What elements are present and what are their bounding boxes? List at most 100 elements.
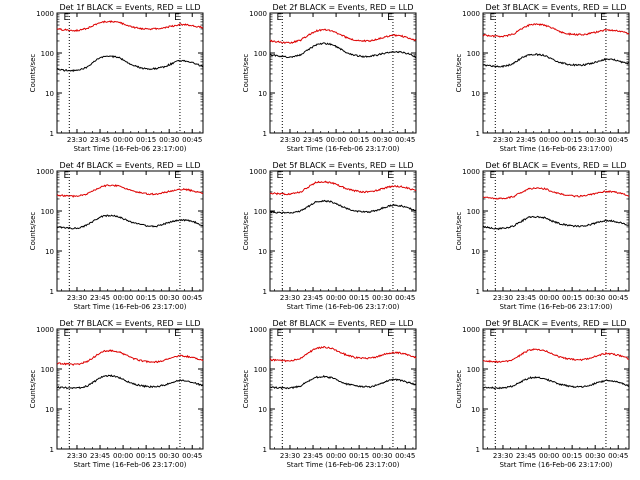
series-events-line bbox=[56, 214, 204, 230]
x-tick-label: 23:45 bbox=[516, 294, 536, 302]
x-tick-label: 00:00 bbox=[539, 452, 559, 460]
y-tick-label: 1 bbox=[476, 130, 480, 138]
event-marker-label: E bbox=[387, 171, 393, 181]
x-tick-label: 23:30 bbox=[493, 452, 513, 460]
x-tick-label: 00:30 bbox=[159, 452, 179, 460]
event-marker-label: E bbox=[387, 329, 393, 339]
x-tick-label: 00:15 bbox=[349, 452, 369, 460]
x-tick-label: 00:15 bbox=[136, 294, 156, 302]
x-tick-label: 23:30 bbox=[67, 452, 87, 460]
x-tick-label: 23:30 bbox=[280, 136, 300, 144]
y-tick-label: 1 bbox=[50, 130, 54, 138]
y-tick-label: 100 bbox=[254, 366, 267, 374]
y-tick-label: 100 bbox=[41, 50, 54, 58]
y-axis-label: Counts/sec bbox=[29, 54, 37, 93]
y-axis-label: Counts/sec bbox=[242, 54, 250, 93]
series-events-line bbox=[56, 55, 204, 73]
event-marker-label: E bbox=[174, 13, 180, 23]
series-lld-line bbox=[56, 184, 204, 198]
x-axis-label: Start Time (16-Feb-06 23:17:00) bbox=[286, 303, 399, 311]
x-tick-label: 00:30 bbox=[585, 452, 605, 460]
y-tick-label: 1 bbox=[263, 130, 267, 138]
y-tick-label: 10 bbox=[45, 90, 54, 98]
y-tick-label: 100 bbox=[467, 50, 480, 58]
series-lld-line bbox=[269, 346, 417, 363]
x-tick-label: 00:15 bbox=[349, 294, 369, 302]
x-tick-label: 23:30 bbox=[493, 294, 513, 302]
y-tick-label: 1 bbox=[476, 446, 480, 454]
y-tick-label: 1000 bbox=[462, 326, 480, 334]
x-tick-label: 00:30 bbox=[159, 136, 179, 144]
series-lld-line bbox=[269, 180, 417, 196]
x-axis-label: Start Time (16-Feb-06 23:17:00) bbox=[73, 461, 186, 469]
y-tick-label: 1000 bbox=[249, 326, 267, 334]
y-tick-label: 10 bbox=[258, 90, 267, 98]
y-tick-label: 100 bbox=[254, 208, 267, 216]
detector-panel-4: Det 4f BLACK = Events, RED = LLD 1 10 100 10… bbox=[29, 161, 204, 311]
series-lld-line bbox=[56, 20, 204, 32]
y-tick-label: 1000 bbox=[249, 10, 267, 18]
y-tick-label: 10 bbox=[471, 406, 480, 414]
x-tick-label: 00:15 bbox=[562, 294, 582, 302]
y-axis-label: Counts/sec bbox=[242, 212, 250, 251]
y-tick-label: 10 bbox=[258, 406, 267, 414]
series-events-line bbox=[482, 376, 630, 390]
x-tick-label: 00:30 bbox=[372, 452, 392, 460]
x-axis-label: Start Time (16-Feb-06 23:17:00) bbox=[499, 461, 612, 469]
y-tick-label: 100 bbox=[41, 208, 54, 216]
plot-frame bbox=[56, 12, 204, 134]
y-tick-label: 100 bbox=[467, 366, 480, 374]
x-tick-label: 23:45 bbox=[303, 294, 323, 302]
series-events-line bbox=[269, 199, 417, 214]
x-tick-label: 23:45 bbox=[90, 294, 110, 302]
x-tick-label: 00:15 bbox=[562, 452, 582, 460]
event-marker-label: E bbox=[489, 329, 495, 339]
x-axis-label: Start Time (16-Feb-06 23:17:00) bbox=[499, 303, 612, 311]
y-tick-label: 1 bbox=[263, 446, 267, 454]
y-axis-label: Counts/sec bbox=[242, 370, 250, 409]
panel-title: Det 2f BLACK = Events, RED = LLD bbox=[272, 3, 413, 12]
x-tick-label: 00:45 bbox=[395, 136, 415, 144]
x-axis-label: Start Time (16-Feb-06 23:17:00) bbox=[73, 145, 186, 153]
event-marker-label: E bbox=[489, 13, 495, 23]
y-tick-label: 1 bbox=[50, 446, 54, 454]
x-tick-label: 00:30 bbox=[159, 294, 179, 302]
x-tick-label: 00:00 bbox=[113, 294, 133, 302]
panel-title: Det 8f BLACK = Events, RED = LLD bbox=[272, 319, 413, 328]
x-tick-label: 00:00 bbox=[326, 136, 346, 144]
series-lld-line bbox=[269, 28, 417, 44]
y-tick-label: 10 bbox=[45, 406, 54, 414]
detector-panel-1: Det 1f BLACK = Events, RED = LLD 1 10 100 10… bbox=[29, 3, 204, 153]
x-tick-label: 23:30 bbox=[493, 136, 513, 144]
x-axis-label: Start Time (16-Feb-06 23:17:00) bbox=[286, 145, 399, 153]
detector-panel-3: Det 3f BLACK = Events, RED = LLD 1 10 100 10… bbox=[455, 3, 630, 153]
y-axis-label: Counts/sec bbox=[455, 54, 463, 93]
plot-frame bbox=[56, 328, 204, 450]
x-tick-label: 23:45 bbox=[90, 136, 110, 144]
x-tick-label: 00:30 bbox=[372, 294, 392, 302]
x-tick-label: 23:30 bbox=[280, 294, 300, 302]
event-marker-label: E bbox=[489, 171, 495, 181]
y-tick-label: 1000 bbox=[36, 10, 54, 18]
x-tick-label: 00:30 bbox=[585, 294, 605, 302]
x-tick-label: 00:30 bbox=[372, 136, 392, 144]
detector-panel-5: Det 5f BLACK = Events, RED = LLD 1 10 100 10… bbox=[242, 161, 417, 311]
x-tick-label: 23:45 bbox=[516, 136, 536, 144]
x-tick-label: 00:15 bbox=[562, 136, 582, 144]
y-axis-label: Counts/sec bbox=[29, 212, 37, 251]
event-marker-label: E bbox=[276, 171, 282, 181]
series-events-line bbox=[269, 42, 417, 59]
detector-panel-2: Det 2f BLACK = Events, RED = LLD 1 10 100 10… bbox=[242, 3, 417, 153]
y-axis-label: Counts/sec bbox=[29, 370, 37, 409]
event-marker-label: E bbox=[276, 329, 282, 339]
x-tick-label: 23:30 bbox=[280, 452, 300, 460]
x-axis-label: Start Time (16-Feb-06 23:17:00) bbox=[73, 303, 186, 311]
panel-title: Det 4f BLACK = Events, RED = LLD bbox=[59, 161, 200, 170]
y-tick-label: 1000 bbox=[462, 168, 480, 176]
x-tick-label: 00:45 bbox=[182, 452, 202, 460]
x-tick-label: 00:45 bbox=[608, 452, 628, 460]
y-tick-label: 1 bbox=[263, 288, 267, 296]
detector-panel-6: Det 6f BLACK = Events, RED = LLD 1 10 100 10… bbox=[455, 161, 630, 311]
plot-frame bbox=[482, 12, 630, 134]
x-tick-label: 23:30 bbox=[67, 294, 87, 302]
